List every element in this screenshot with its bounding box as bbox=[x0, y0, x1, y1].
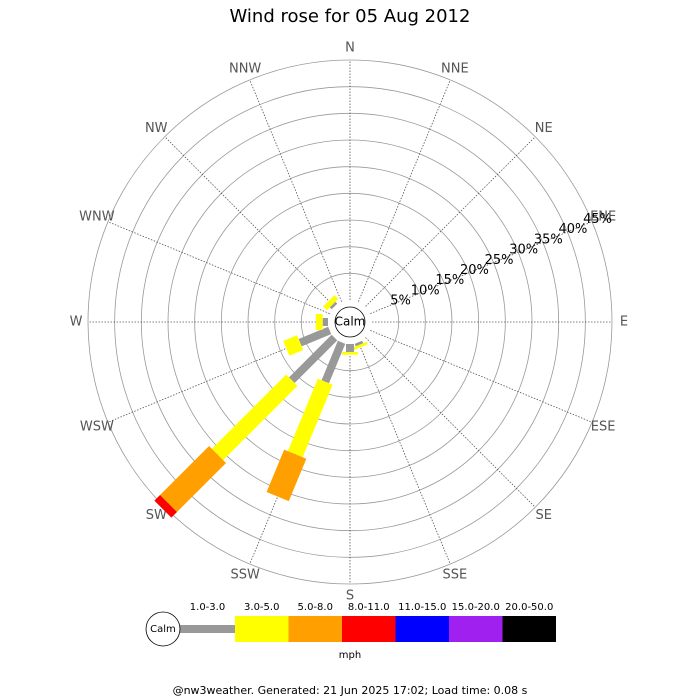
direction-label: E bbox=[620, 315, 628, 330]
grid-ring bbox=[300, 272, 400, 372]
ring-label: 35% bbox=[534, 232, 563, 247]
direction-label: SW bbox=[146, 508, 167, 523]
ring-label: 40% bbox=[559, 222, 588, 237]
calm-label: Calm bbox=[335, 315, 366, 329]
spoke bbox=[249, 79, 342, 302]
direction-label: ESE bbox=[591, 419, 616, 434]
ring-label: 30% bbox=[509, 243, 538, 258]
wind-segment bbox=[321, 340, 346, 384]
legend-swatch bbox=[235, 616, 289, 642]
wind-segment bbox=[352, 341, 368, 351]
spoke bbox=[365, 337, 536, 508]
legend-label: 11.0-15.0 bbox=[398, 602, 446, 613]
legend-label: 15.0-20.0 bbox=[452, 602, 500, 613]
wind-segment bbox=[322, 318, 328, 326]
grid-ring bbox=[274, 246, 426, 398]
ring-label: 15% bbox=[435, 273, 464, 288]
ring-label: 45% bbox=[583, 212, 612, 227]
calm-circle bbox=[334, 306, 366, 338]
grid-ring bbox=[247, 219, 453, 425]
chart-title: Wind rose for 05 Aug 2012 bbox=[230, 6, 471, 27]
legend-label: 8.0-11.0 bbox=[348, 602, 390, 613]
legend-unit: mph bbox=[339, 650, 361, 661]
wind-segment bbox=[354, 340, 364, 347]
direction-label: N bbox=[345, 41, 355, 56]
legend-swatch bbox=[395, 616, 449, 642]
wind-segment bbox=[342, 352, 358, 355]
spoke bbox=[164, 136, 335, 307]
grid-ring bbox=[87, 59, 613, 585]
spoke bbox=[370, 330, 593, 423]
direction-label: SE bbox=[536, 508, 552, 523]
ring-label: 10% bbox=[411, 283, 440, 298]
wind-segment bbox=[154, 495, 177, 518]
direction-label: ENE bbox=[590, 210, 616, 225]
direction-label: SSE bbox=[442, 568, 467, 583]
direction-label: WSW bbox=[80, 419, 114, 434]
spoke bbox=[107, 221, 330, 314]
spoke bbox=[358, 79, 451, 302]
direction-label: NNW bbox=[229, 61, 261, 76]
legend-label: 20.0-50.0 bbox=[505, 602, 553, 613]
direction-label: W bbox=[70, 315, 83, 330]
wind-segment bbox=[287, 378, 333, 458]
legend-calm bbox=[145, 611, 181, 647]
wind-segment bbox=[315, 314, 323, 330]
spoke bbox=[370, 221, 593, 314]
legend-swatch bbox=[288, 616, 342, 642]
direction-label: NW bbox=[145, 121, 168, 136]
wind-segment bbox=[289, 334, 338, 383]
legend-calm-label: Calm bbox=[150, 624, 176, 635]
wind-segment bbox=[329, 301, 338, 310]
direction-label: NE bbox=[535, 121, 553, 136]
legend-swatch bbox=[449, 616, 503, 642]
wind-segment bbox=[266, 449, 307, 502]
wind-segment bbox=[160, 445, 227, 512]
legend-swatch bbox=[342, 616, 396, 642]
wind-segment bbox=[211, 374, 298, 461]
footer: @nw3weather. Generated: 21 Jun 2025 17:0… bbox=[173, 684, 528, 697]
wind-segment bbox=[346, 344, 354, 352]
legend-swatch bbox=[502, 616, 556, 642]
spoke bbox=[365, 136, 536, 307]
ring-label: 5% bbox=[390, 294, 411, 309]
ring-label: 25% bbox=[485, 253, 514, 268]
legend-label: 5.0-8.0 bbox=[298, 602, 333, 613]
direction-label: S bbox=[346, 589, 354, 604]
wind-segment bbox=[283, 335, 304, 356]
grid-ring bbox=[220, 192, 480, 452]
legend-label: 3.0-5.0 bbox=[244, 602, 279, 613]
direction-label: WNW bbox=[79, 210, 115, 225]
direction-label: NNE bbox=[441, 61, 469, 76]
spoke bbox=[358, 342, 451, 565]
legend-label: 1.0-3.0 bbox=[190, 602, 225, 613]
wind-segment bbox=[323, 295, 339, 311]
direction-label: SSW bbox=[230, 568, 260, 583]
wind-segment bbox=[298, 326, 332, 347]
ring-label: 20% bbox=[460, 263, 489, 278]
